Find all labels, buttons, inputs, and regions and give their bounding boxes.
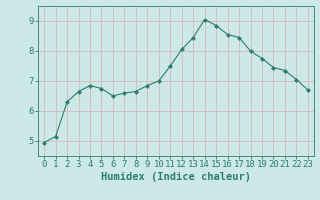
X-axis label: Humidex (Indice chaleur): Humidex (Indice chaleur) bbox=[101, 172, 251, 182]
